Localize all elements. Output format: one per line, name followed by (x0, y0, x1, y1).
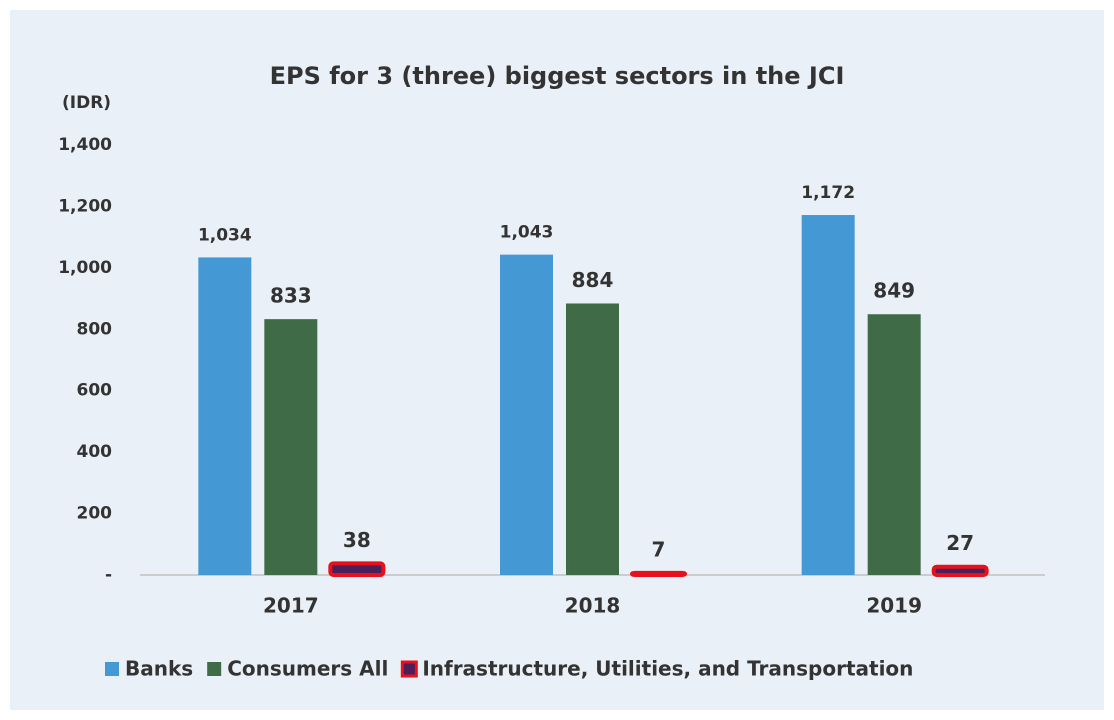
y-tick-label: - (105, 565, 112, 585)
y-tick-label: 600 (77, 381, 113, 401)
data-label: 27 (946, 531, 974, 555)
data-label: 38 (343, 528, 371, 552)
x-tick-label: 2017 (263, 594, 319, 618)
y-tick-label: 1,200 (58, 196, 112, 216)
legend-label: Consumers All (227, 657, 388, 681)
x-tick-label: 2018 (565, 594, 621, 618)
bar (931, 564, 989, 578)
y-tick-label: 200 (77, 504, 113, 524)
bar (867, 314, 921, 575)
bar (500, 254, 553, 575)
data-label: 1,043 (500, 223, 554, 243)
y-axis-label: (IDR) (62, 93, 111, 113)
data-label: 833 (270, 284, 312, 308)
legend-label: Infrastructure, Utilities, and Transport… (422, 657, 913, 681)
y-tick-label: 800 (77, 319, 113, 339)
data-label: 849 (873, 279, 915, 303)
data-label: 1,034 (198, 225, 252, 245)
y-tick-label: 1,000 (58, 258, 112, 278)
data-label: 884 (572, 268, 614, 292)
bar (566, 303, 619, 575)
y-tick-label: 1,400 (58, 135, 112, 155)
legend-swatch (105, 662, 119, 676)
x-tick-label: 2019 (866, 594, 922, 618)
legend-label: Banks (125, 657, 193, 681)
chart-background (10, 10, 1104, 710)
legend-swatch (207, 662, 222, 676)
bar (198, 257, 252, 575)
bar (328, 561, 386, 577)
bar (264, 319, 318, 575)
chart-title: EPS for 3 (three) biggest sectors in the… (270, 62, 845, 90)
legend-swatch (400, 660, 418, 678)
data-label: 1,172 (801, 183, 855, 203)
bar (630, 570, 687, 577)
bar (801, 215, 855, 575)
y-tick-label: 400 (77, 442, 113, 462)
data-label: 7 (652, 537, 666, 561)
